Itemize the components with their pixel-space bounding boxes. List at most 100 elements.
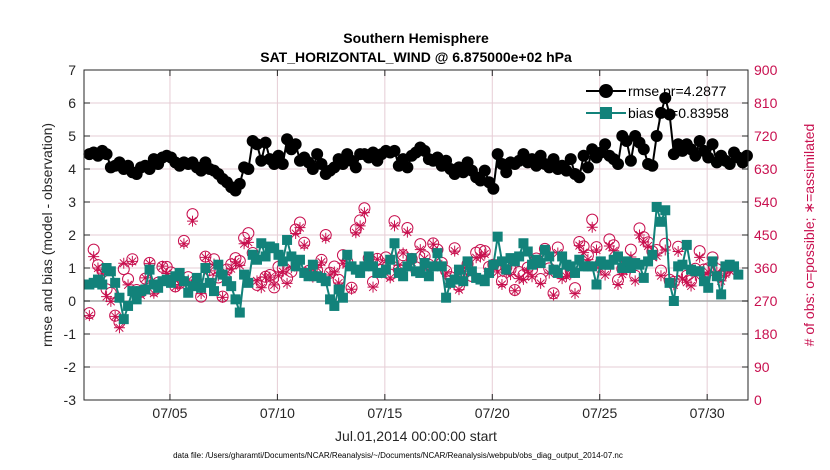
assimilated-obs-marker xyxy=(346,283,358,295)
assimilated-obs-marker xyxy=(255,282,267,294)
assimilated-obs-marker xyxy=(440,267,452,279)
assimilated-obs-marker xyxy=(586,221,598,233)
assimilated-obs-marker xyxy=(264,271,276,283)
rmse-point xyxy=(637,143,650,156)
assimilated-obs-marker xyxy=(320,232,332,244)
bias-point xyxy=(733,269,744,280)
assimilated-obs-marker xyxy=(277,266,289,278)
assimilated-obs-marker xyxy=(470,252,482,264)
rmse-point xyxy=(663,108,676,121)
y-axis-right-label: # of obs: o=possible; ∗=assimilated xyxy=(801,124,817,347)
assimilated-obs-marker xyxy=(139,272,151,284)
assimilated-obs-marker xyxy=(229,256,241,268)
bias-point xyxy=(196,282,207,293)
bias-point xyxy=(677,259,688,270)
bias-point xyxy=(501,264,512,275)
assimilated-obs-marker xyxy=(118,257,130,269)
bias-point xyxy=(651,201,662,212)
bias-point xyxy=(612,251,623,262)
assimilated-obs-marker xyxy=(449,245,461,257)
x-tick-label: 07/10 xyxy=(260,405,295,421)
rmse-point xyxy=(259,136,272,149)
x-axis-label: Jul.01,2014 00:00:00 start xyxy=(335,428,497,444)
bias-point xyxy=(694,266,705,277)
chart-subtitle: SAT_HORIZONTAL_WIND @ 6.875000e+02 hPa xyxy=(260,49,572,65)
rmse-point xyxy=(491,148,504,161)
y-axis-left-label: rmse and bias (model - observation) xyxy=(39,123,55,347)
bias-point xyxy=(131,294,142,305)
bias-point xyxy=(355,267,366,278)
rmse-point xyxy=(242,163,255,175)
bias-point xyxy=(638,272,649,283)
assimilated-obs-marker xyxy=(638,236,650,248)
assimilated-obs-marker xyxy=(535,277,547,289)
assimilated-obs-marker xyxy=(582,254,594,266)
assimilated-obs-marker xyxy=(517,273,529,285)
bias-point xyxy=(368,261,379,272)
bias-point xyxy=(681,239,692,250)
axes: -3 -2 -1 0 1 2 3 4 5 6 7 0 90 180 270 360 450 540 630 720 81… xyxy=(64,62,778,421)
assimilated-obs-marker xyxy=(685,280,697,292)
assimilated-obs-marker xyxy=(492,266,504,278)
y-tick-label-right: 450 xyxy=(754,227,778,243)
bias-point xyxy=(178,276,189,287)
bias-point xyxy=(436,261,447,272)
assimilated-obs-marker xyxy=(414,244,426,256)
rmse-point xyxy=(401,161,414,174)
bias-point xyxy=(230,294,241,305)
rmse-point xyxy=(315,158,328,171)
y-tick-label-left: -2 xyxy=(64,359,77,375)
assimilated-obs-marker xyxy=(479,248,491,260)
bias-point xyxy=(535,258,546,269)
bias-point xyxy=(226,281,237,292)
bias-point xyxy=(570,267,581,278)
y-tick-label-left: 2 xyxy=(68,227,76,243)
bias-point xyxy=(204,277,215,288)
assimilated-obs-marker xyxy=(367,281,379,293)
assimilated-obs-marker xyxy=(148,287,160,299)
bias-point xyxy=(269,243,280,254)
rmse-point xyxy=(233,177,246,190)
assimilated-obs-marker xyxy=(328,266,340,278)
assimilated-obs-marker xyxy=(655,270,667,282)
bias-point xyxy=(294,254,305,265)
y-tick-label-left: 5 xyxy=(68,128,76,144)
assimilated-obs-marker xyxy=(234,259,246,271)
assimilated-obs-marker xyxy=(109,310,121,322)
x-tick-label: 07/30 xyxy=(690,405,725,421)
bias-point xyxy=(153,282,164,293)
rmse-point xyxy=(599,138,612,151)
assimilated-obs-marker xyxy=(161,268,173,279)
bias-point xyxy=(256,238,267,249)
assimilated-obs-marker xyxy=(397,247,409,259)
assimilated-obs-marker xyxy=(642,240,654,252)
rmse-point xyxy=(311,148,324,161)
assimilated-obs-marker xyxy=(156,260,168,272)
bias-point xyxy=(668,296,679,306)
bias-point xyxy=(251,254,262,265)
bias-point xyxy=(492,231,503,242)
assimilated-obs-marker xyxy=(474,251,486,263)
assimilated-obs-marker xyxy=(453,284,465,296)
bias-point xyxy=(479,276,490,287)
bias-point xyxy=(337,292,348,303)
bias-point xyxy=(333,284,344,295)
bias-point xyxy=(518,238,529,249)
assimilated-obs-marker xyxy=(298,239,310,251)
bias-point xyxy=(290,261,301,272)
bias-point xyxy=(449,274,460,285)
bias-point xyxy=(277,256,288,267)
bias-point xyxy=(423,271,434,282)
rmse-point xyxy=(388,144,401,157)
bias-point xyxy=(144,264,155,275)
rmse-point xyxy=(611,158,624,171)
bias-point xyxy=(711,271,722,282)
bias-point xyxy=(307,259,318,270)
assimilated-obs-marker xyxy=(427,238,439,250)
bias-point xyxy=(389,238,400,249)
bias-point xyxy=(441,292,452,303)
assimilated-obs-marker xyxy=(509,285,521,297)
y-tick-label-right: 180 xyxy=(754,326,778,342)
assimilated-obs-marker xyxy=(217,291,229,303)
